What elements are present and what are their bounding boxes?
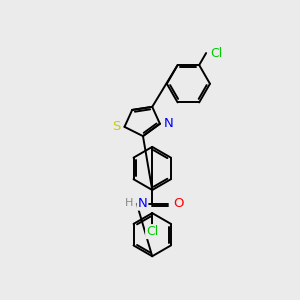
Text: N: N bbox=[138, 196, 147, 210]
Text: S: S bbox=[112, 120, 121, 134]
Text: H: H bbox=[124, 198, 133, 208]
Text: O: O bbox=[173, 197, 184, 210]
Text: N: N bbox=[164, 117, 173, 130]
Text: Cl: Cl bbox=[210, 46, 222, 60]
Text: Cl: Cl bbox=[146, 225, 158, 238]
